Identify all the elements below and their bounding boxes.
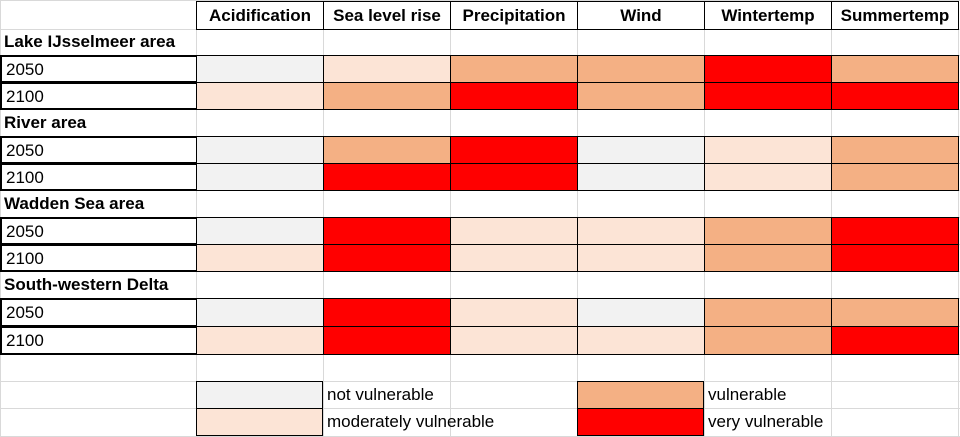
year-label: 2050 [6, 303, 44, 322]
heatmap-cell [323, 136, 451, 164]
heatmap-cell [831, 82, 959, 110]
border-line [0, 55, 2, 83]
heatmap-cell [323, 326, 451, 355]
gridline [0, 408, 960, 409]
heatmap-cell [577, 326, 705, 355]
heatmap-cell [323, 163, 451, 191]
year-label: 2100 [6, 248, 44, 268]
heatmap-cell [704, 217, 832, 245]
column-header: Acidification [196, 1, 324, 30]
heatmap-cell [196, 55, 324, 83]
heatmap-cell [577, 217, 705, 245]
column-header: Wintertemp [704, 1, 832, 30]
heatmap-cell [323, 244, 451, 272]
gridline [0, 0, 960, 1]
gridline [0, 381, 960, 382]
column-header: Wind [577, 1, 705, 30]
border-line [0, 298, 2, 327]
region-label: South-western Delta [4, 274, 169, 294]
heatmap-cell [831, 298, 959, 327]
heatmap-cell [196, 298, 324, 327]
year-label: 2050 [6, 59, 44, 79]
legend-label: not vulnerable [327, 385, 434, 404]
heatmap-cell [196, 82, 324, 110]
border-line [0, 163, 2, 191]
border-line [0, 82, 2, 110]
heatmap-cell [323, 298, 451, 327]
heatmap-cell [704, 82, 832, 110]
year-label: 2100 [6, 331, 44, 350]
border-line [0, 136, 2, 164]
heatmap-cell [450, 217, 578, 245]
legend-swatch [196, 408, 323, 436]
heatmap-cell [577, 82, 705, 110]
region-label: Lake IJsselmeer area [4, 32, 176, 51]
heatmap-cell [577, 163, 705, 191]
heatmap-cell [450, 244, 578, 272]
heatmap-cell [831, 136, 959, 164]
heatmap-cell [450, 326, 578, 355]
heatmap-cell [831, 244, 959, 272]
heatmap-cell [323, 217, 451, 245]
heatmap-cell [704, 298, 832, 327]
legend-label: very vulnerable [708, 412, 824, 431]
column-header: Precipitation [450, 1, 578, 30]
heatmap-cell [831, 326, 959, 355]
heatmap-cell [704, 55, 832, 83]
region-label: Wadden Sea area [4, 193, 145, 213]
year-label: 2050 [6, 221, 44, 241]
border-line [0, 244, 2, 272]
legend-swatch [196, 381, 323, 409]
heatmap-cell [704, 326, 832, 355]
heatmap-cell [577, 298, 705, 327]
heatmap-cell [577, 244, 705, 272]
legend-label: moderately vulnerable [327, 412, 495, 431]
heatmap-cell [577, 136, 705, 164]
column-header: Sea level rise [323, 1, 451, 30]
heatmap-cell [450, 163, 578, 191]
year-label: 2050 [6, 140, 44, 160]
heatmap-cell [704, 136, 832, 164]
heatmap-cell [196, 244, 324, 272]
heatmap-cell [323, 82, 451, 110]
heatmap-cell [196, 163, 324, 191]
heatmap-cell [323, 55, 451, 83]
heatmap-cell [196, 217, 324, 245]
year-label: 2100 [6, 167, 44, 187]
column-header: Summertemp [831, 1, 959, 30]
heatmap-cell [831, 217, 959, 245]
heatmap-cell [450, 55, 578, 83]
legend-swatch [577, 381, 704, 409]
heatmap-cell [196, 136, 324, 164]
heatmap-cell [704, 163, 832, 191]
heatmap-cell [450, 136, 578, 164]
region-label: River area [4, 112, 87, 132]
legend-label: vulnerable [708, 385, 787, 404]
heatmap-cell [577, 55, 705, 83]
heatmap-cell [450, 298, 578, 327]
heatmap-cell [831, 163, 959, 191]
heatmap-cell [196, 326, 324, 355]
heatmap-cell [831, 55, 959, 83]
heatmap-cell [704, 244, 832, 272]
legend-swatch [577, 408, 704, 436]
heatmap-cell [450, 82, 578, 110]
border-line [0, 326, 2, 355]
year-label: 2100 [6, 86, 44, 106]
border-line [0, 217, 2, 245]
